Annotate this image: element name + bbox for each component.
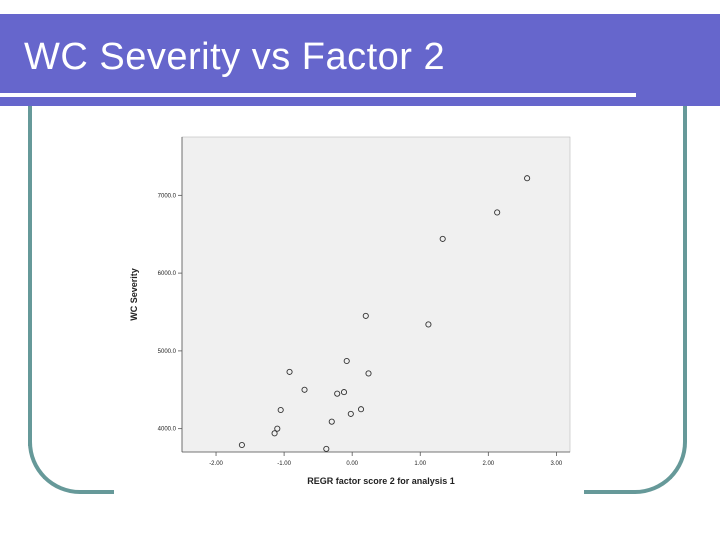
data-point (494, 209, 501, 216)
x-tick-label: 1.00 (414, 461, 426, 467)
x-tick-label: 2.00 (482, 461, 494, 467)
data-point (343, 357, 350, 365)
x-tick-label: 0.00 (346, 461, 358, 467)
data-point (286, 368, 293, 375)
frame-left-border (28, 106, 32, 446)
y-axis-label: WC Severity (129, 268, 139, 321)
x-tick-label: -2.00 (209, 461, 223, 467)
data-point (271, 430, 278, 437)
data-point (323, 445, 330, 452)
data-point (274, 425, 281, 432)
data-points (238, 175, 531, 452)
data-point (277, 406, 284, 414)
data-point (301, 386, 308, 393)
y-axis-ticks: 4000.0 5000.0 6000.0 7000.0 (158, 193, 182, 433)
data-point (328, 418, 335, 425)
data-point (524, 175, 531, 182)
data-point (365, 370, 372, 377)
frame-right-border (683, 106, 687, 436)
data-point (362, 312, 369, 319)
data-point (425, 321, 432, 328)
y-tick-label: 5000.0 (158, 349, 177, 355)
plot-area (181, 136, 571, 453)
title-underline (0, 93, 636, 97)
x-axis-label: REGR factor score 2 for analysis 1 (307, 476, 455, 486)
x-tick-label: 3.00 (551, 461, 563, 467)
data-point (357, 406, 365, 413)
title-bar (0, 14, 720, 106)
data-point (334, 390, 341, 397)
slide-title: WC Severity vs Factor 2 (24, 36, 446, 78)
x-axis-ticks: -2.00 -1.00 0.00 1.00 2.00 3.00 (209, 452, 563, 467)
y-tick-label: 7000.0 (158, 193, 177, 199)
y-tick-label: 4000.0 (158, 427, 177, 433)
frame-bottom-left-corner (28, 400, 114, 494)
data-point (347, 410, 354, 417)
x-tick-label: -1.00 (277, 461, 291, 467)
y-tick-label: 6000.0 (158, 271, 177, 277)
data-point (340, 389, 348, 396)
data-point (238, 441, 245, 449)
data-point (439, 235, 446, 242)
frame-bottom-right-corner (584, 396, 687, 494)
